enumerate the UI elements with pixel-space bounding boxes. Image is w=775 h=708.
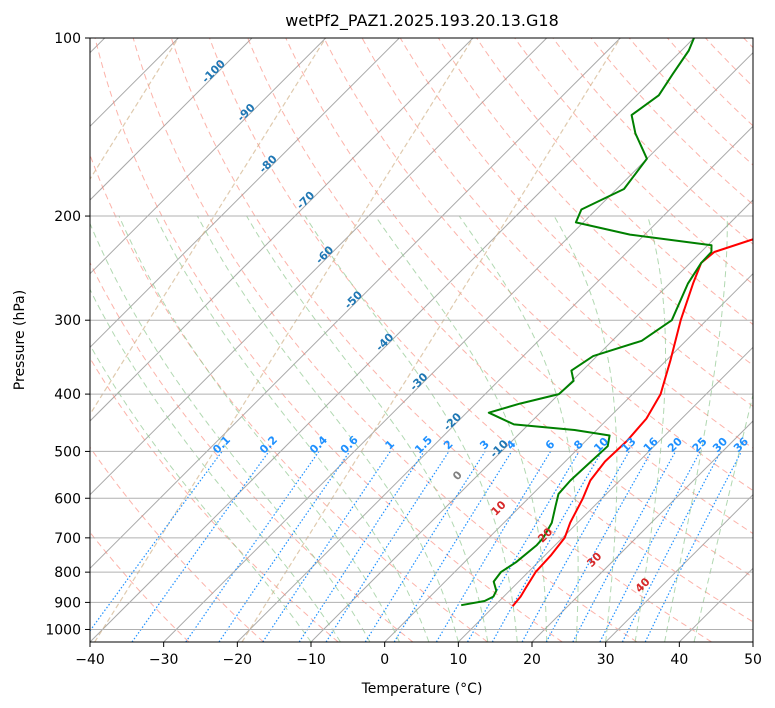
mixing-ratio-line <box>131 451 270 642</box>
dry-adiabat-line <box>247 38 753 578</box>
isohume-line <box>94 38 474 642</box>
moist-adiabat-line <box>458 215 579 642</box>
y-axis-label: Pressure (hPa) <box>12 290 28 390</box>
mixing-ratio-line <box>521 451 630 642</box>
dry-adiabat-line <box>90 261 414 642</box>
dry-adiabat-line <box>209 38 753 623</box>
moist-adiabat-line <box>118 215 400 642</box>
dry-adiabat-line <box>361 38 753 449</box>
y-tick-label: 600 <box>54 491 81 507</box>
mixing-ratio-line <box>90 451 223 632</box>
isotherm-line <box>384 272 753 642</box>
x-tick-label: 0 <box>380 652 389 668</box>
moist-adiabat-line <box>246 215 489 642</box>
y-tick-label: 900 <box>54 595 81 611</box>
mixing-ratio-line <box>572 451 677 642</box>
y-tick-label: 200 <box>54 209 81 225</box>
x-tick-label: −10 <box>296 652 326 668</box>
isotherm-line <box>90 38 621 570</box>
dry-adiabat-line <box>590 38 753 206</box>
isotherm-line <box>90 38 400 349</box>
mixing-ratio-line <box>393 451 513 642</box>
isohume-line <box>90 38 327 416</box>
isohume-line <box>241 38 621 642</box>
x-tick-label: 40 <box>670 652 688 668</box>
y-tick-label: 500 <box>54 444 81 460</box>
plot-frame <box>89 37 754 643</box>
y-tick-label: 1000 <box>45 622 81 638</box>
x-tick-label: −40 <box>75 652 105 668</box>
dry-adiabat-line <box>132 38 638 642</box>
y-tick-label: 700 <box>54 531 81 547</box>
moist-adiabat-line <box>196 215 459 642</box>
isotherm-line <box>531 420 753 642</box>
moist-adiabat-line <box>154 215 430 642</box>
temperature-profile <box>511 238 753 607</box>
x-tick-label: 10 <box>449 652 467 668</box>
dry-adiabat-line <box>476 38 753 326</box>
isotherm-line <box>236 125 753 642</box>
chart-title: wetPf2_PAZ1.2025.193.20.13.G18 <box>285 11 559 31</box>
mixing-ratio-line <box>599 451 701 642</box>
isotherm-line <box>752 641 753 642</box>
isotherm-line <box>90 38 548 496</box>
isotherm-line <box>163 51 753 642</box>
mixing-ratio-line <box>545 451 652 642</box>
dry-adiabat-line <box>323 38 753 492</box>
dewpoint-profile <box>461 38 713 607</box>
mixing-ratio-line <box>364 451 486 642</box>
x-tick-label: −20 <box>223 652 253 668</box>
x-tick-label: 30 <box>597 652 615 668</box>
mixing-ratio-line <box>325 451 450 642</box>
y-tick-label: 100 <box>54 31 81 47</box>
mixing-ratio-line <box>644 451 743 642</box>
isotherm-line <box>457 346 753 642</box>
moist-adiabat-line <box>664 216 728 642</box>
mixing-ratio-line <box>621 451 722 642</box>
isohume-line <box>90 38 179 181</box>
mixing-ratio-line <box>298 451 425 642</box>
moist-adiabat-line <box>304 215 518 642</box>
plot-area <box>90 38 753 642</box>
isotherm-line <box>90 38 474 422</box>
y-tick-label: 800 <box>54 565 81 581</box>
dry-adiabat-line <box>170 38 712 642</box>
isotherm-line <box>90 38 327 275</box>
dry-adiabat-line <box>94 38 563 642</box>
moist-adiabat-line <box>90 288 341 642</box>
isotherm-line <box>605 493 753 642</box>
moist-adiabat-line <box>374 215 548 642</box>
y-tick-label: 300 <box>54 313 81 329</box>
mixing-ratio-line <box>491 451 603 642</box>
x-tick-label: 20 <box>523 652 541 668</box>
dry-adiabat-line <box>628 38 753 166</box>
moist-adiabat-line <box>553 215 618 642</box>
isotherm-line <box>90 38 695 642</box>
moist-adiabat-line <box>90 222 371 642</box>
x-tick-label: 50 <box>744 652 762 668</box>
dry-adiabat-line <box>90 446 264 642</box>
mixing-ratio-line <box>185 451 320 642</box>
moist-adiabat-line <box>90 344 312 642</box>
x-axis-label: Temperature (°C) <box>361 681 483 697</box>
x-tick-label: −30 <box>149 652 179 668</box>
y-tick-label: 400 <box>54 387 81 403</box>
moist-adiabat-line <box>634 215 666 642</box>
isotherm-line <box>90 38 253 201</box>
dry-adiabat-line <box>514 38 753 285</box>
dry-adiabat-line <box>399 38 753 408</box>
